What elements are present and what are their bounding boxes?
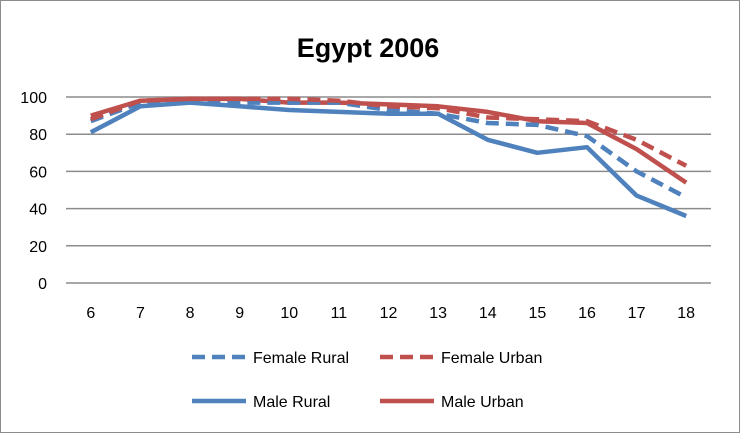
chart-title: Egypt 2006 [297,33,440,63]
x-tick-label: 6 [86,305,95,322]
y-tick-label: 100 [20,90,47,107]
x-tick-label: 12 [380,305,398,322]
y-tick-label: 60 [29,164,47,181]
x-tick-label: 14 [479,305,497,322]
x-tick-label: 9 [235,305,244,322]
legend-label: Female Rural [253,350,349,367]
x-tick-label: 7 [136,305,145,322]
x-tick-label: 13 [429,305,447,322]
x-tick-label: 8 [186,305,195,322]
x-tick-label: 17 [628,305,646,322]
x-tick-label: 10 [280,305,298,322]
legend-label: Male Urban [441,394,524,411]
legend-label: Male Rural [253,394,330,411]
y-tick-label: 40 [29,202,47,219]
x-tick-label: 11 [331,305,348,322]
x-tick-label: 15 [528,305,546,322]
x-tick-label: 16 [578,305,596,322]
y-tick-label: 0 [38,276,47,293]
series-line-male-rural [89,100,688,219]
legend-label: Female Urban [441,350,542,367]
x-tick-label: 18 [677,305,695,322]
y-tick-label: 80 [29,127,47,144]
y-tick-label: 20 [29,239,47,256]
